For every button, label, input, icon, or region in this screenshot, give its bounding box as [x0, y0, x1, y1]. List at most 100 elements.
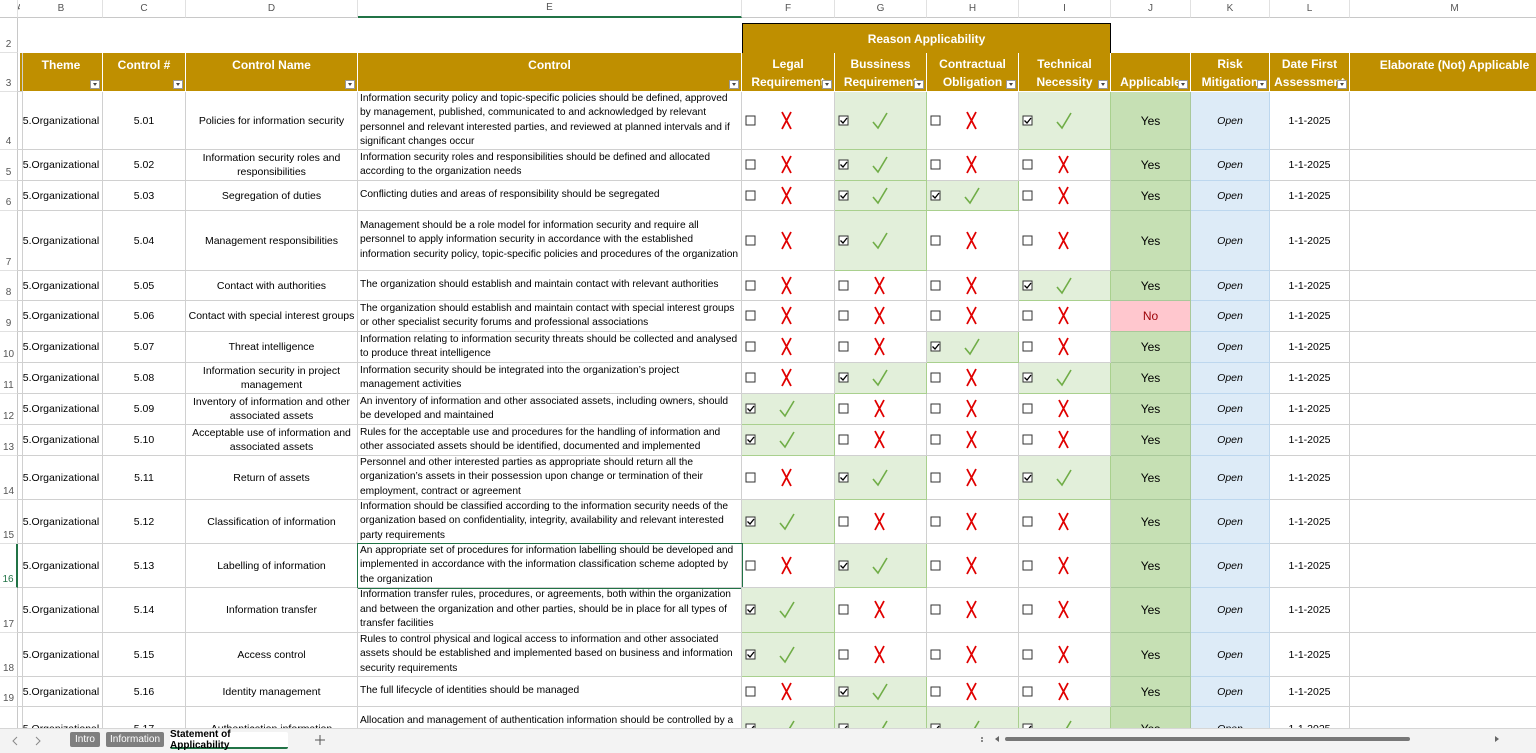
reason-cell[interactable] [742, 707, 835, 728]
checkbox-and-status-icon[interactable] [929, 110, 999, 132]
control-number-cell[interactable]: 5.10 [103, 425, 186, 456]
control-text-cell[interactable]: Information relating to information secu… [358, 332, 742, 363]
reason-cell[interactable] [1019, 92, 1111, 150]
filter-button[interactable] [914, 80, 924, 89]
checkbox-and-status-icon[interactable] [744, 511, 814, 533]
checkbox-and-status-icon[interactable] [837, 681, 907, 703]
control-name-cell[interactable]: Access control [186, 633, 358, 677]
checkbox-and-status-icon[interactable] [1021, 275, 1091, 297]
reason-cell[interactable] [835, 425, 927, 456]
checkbox-and-status-icon[interactable] [929, 367, 999, 389]
control-text-cell[interactable]: Management should be a role model for in… [358, 211, 742, 271]
filter-button[interactable] [1178, 80, 1188, 89]
applicable-cell[interactable]: No [1111, 301, 1191, 332]
reason-cell[interactable] [742, 332, 835, 363]
reason-cell[interactable] [927, 332, 1019, 363]
applicable-cell[interactable]: Yes [1111, 500, 1191, 544]
checkbox-and-status-icon[interactable] [744, 429, 814, 451]
checkbox-and-status-icon[interactable] [744, 467, 814, 489]
theme-cell[interactable]: 5.Organizational [20, 301, 103, 332]
row-header[interactable]: 8 [0, 271, 18, 301]
date-cell[interactable]: 1-1-2025 [1270, 301, 1350, 332]
row-header[interactable]: 4 [0, 92, 18, 150]
checkbox-and-status-icon[interactable] [929, 336, 999, 358]
applicable-cell[interactable]: Yes [1111, 271, 1191, 301]
date-cell[interactable]: 1-1-2025 [1270, 150, 1350, 181]
checkbox-and-status-icon[interactable] [1021, 718, 1091, 729]
reason-cell[interactable] [1019, 456, 1111, 500]
reason-cell[interactable] [835, 211, 927, 271]
reason-cell[interactable] [1019, 150, 1111, 181]
checkbox-and-status-icon[interactable] [837, 644, 907, 666]
checkbox-and-status-icon[interactable] [1021, 230, 1091, 252]
checkbox-and-status-icon[interactable] [744, 599, 814, 621]
elaborate-cell[interactable] [1350, 588, 1536, 633]
row-header[interactable]: 12 [0, 394, 18, 425]
control-number-cell[interactable]: 5.05 [103, 271, 186, 301]
applicable-cell[interactable]: Yes [1111, 181, 1191, 211]
checkbox-and-status-icon[interactable] [837, 367, 907, 389]
filter-button[interactable] [1337, 80, 1347, 89]
theme-cell[interactable]: 5.Organizational [20, 92, 103, 150]
elaborate-cell[interactable] [1350, 301, 1536, 332]
applicable-cell[interactable]: Yes [1111, 544, 1191, 588]
risk-mitigation-cell[interactable]: Open [1191, 394, 1270, 425]
reason-cell[interactable] [927, 500, 1019, 544]
elaborate-cell[interactable] [1350, 271, 1536, 301]
reason-cell[interactable] [835, 301, 927, 332]
theme-cell[interactable]: 5.Organizational [20, 181, 103, 211]
control-number-cell[interactable]: 5.16 [103, 677, 186, 707]
reason-cell[interactable] [927, 271, 1019, 301]
checkbox-and-status-icon[interactable] [837, 511, 907, 533]
elaborate-cell[interactable] [1350, 92, 1536, 150]
reason-cell[interactable] [927, 707, 1019, 728]
theme-cell[interactable]: 5.Organizational [20, 150, 103, 181]
risk-mitigation-cell[interactable]: Open [1191, 211, 1270, 271]
control-name-cell[interactable]: Information security in project manageme… [186, 363, 358, 394]
reason-cell[interactable] [742, 92, 835, 150]
checkbox-and-status-icon[interactable] [929, 555, 999, 577]
reason-cell[interactable] [1019, 633, 1111, 677]
checkbox-and-status-icon[interactable] [929, 154, 999, 176]
control-name-cell[interactable]: Segregation of duties [186, 181, 358, 211]
sheet-tab[interactable]: Information [106, 732, 164, 747]
date-cell[interactable]: 1-1-2025 [1270, 271, 1350, 301]
control-number-cell[interactable]: 5.15 [103, 633, 186, 677]
elaborate-cell[interactable] [1350, 211, 1536, 271]
column-header[interactable]: E [358, 0, 742, 18]
elaborate-cell[interactable] [1350, 425, 1536, 456]
checkbox-and-status-icon[interactable] [929, 718, 999, 729]
control-text-cell[interactable]: Allocation and management of authenticat… [358, 707, 742, 728]
control-text-cell[interactable]: An inventory of information and other as… [358, 394, 742, 425]
checkbox-and-status-icon[interactable] [837, 599, 907, 621]
date-cell[interactable]: 1-1-2025 [1270, 181, 1350, 211]
checkbox-and-status-icon[interactable] [929, 275, 999, 297]
risk-mitigation-cell[interactable]: Open [1191, 456, 1270, 500]
risk-mitigation-cell[interactable]: Open [1191, 301, 1270, 332]
reason-cell[interactable] [927, 92, 1019, 150]
elaborate-cell[interactable] [1350, 633, 1536, 677]
reason-cell[interactable] [835, 500, 927, 544]
sheet-tab[interactable]: Intro [70, 732, 100, 747]
date-cell[interactable]: 1-1-2025 [1270, 363, 1350, 394]
control-number-cell[interactable]: 5.12 [103, 500, 186, 544]
risk-mitigation-cell[interactable]: Open [1191, 677, 1270, 707]
reason-cell[interactable] [1019, 271, 1111, 301]
checkbox-and-status-icon[interactable] [744, 644, 814, 666]
tab-scroll-arrows[interactable] [8, 731, 68, 751]
row-header[interactable]: 11 [0, 363, 18, 394]
theme-cell[interactable]: 5.Organizational [20, 211, 103, 271]
date-cell[interactable]: 1-1-2025 [1270, 677, 1350, 707]
date-cell[interactable]: 1-1-2025 [1270, 456, 1350, 500]
checkbox-and-status-icon[interactable] [744, 230, 814, 252]
checkbox-and-status-icon[interactable] [1021, 429, 1091, 451]
risk-mitigation-cell[interactable]: Open [1191, 150, 1270, 181]
reason-cell[interactable] [742, 301, 835, 332]
row-header[interactable]: 9 [0, 301, 18, 332]
filter-button[interactable] [1098, 80, 1108, 89]
checkbox-and-status-icon[interactable] [837, 398, 907, 420]
reason-cell[interactable] [927, 456, 1019, 500]
reason-cell[interactable] [835, 150, 927, 181]
control-name-cell[interactable]: Policies for information security [186, 92, 358, 150]
risk-mitigation-cell[interactable]: Open [1191, 500, 1270, 544]
